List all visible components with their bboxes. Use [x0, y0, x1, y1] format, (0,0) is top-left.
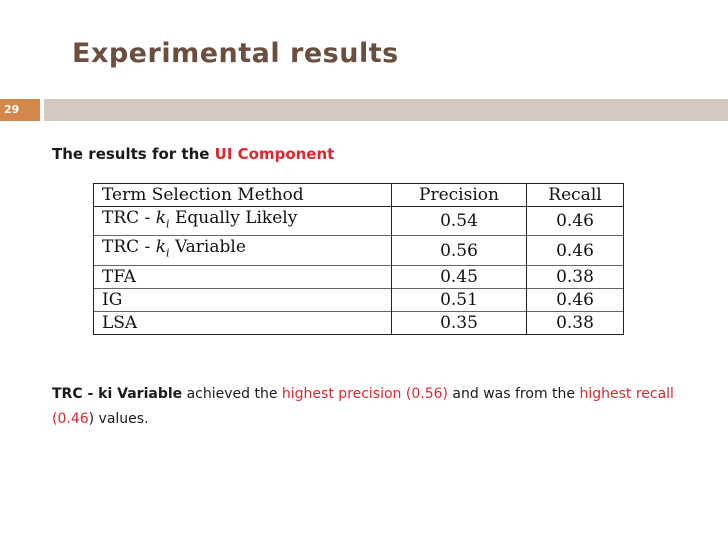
row-precision: 0.45	[391, 264, 527, 289]
row-recall: 0.46	[526, 287, 624, 312]
title-rule	[44, 99, 728, 121]
row-method: TFA	[93, 264, 392, 289]
row-method: IG	[93, 287, 392, 312]
summary-lead: TRC - ki Variable	[52, 386, 183, 402]
results-table: Term Selection Method Precision Recall T…	[93, 183, 624, 335]
table-row: TRC - ki Equally Likely 0.54 0.46	[93, 205, 624, 236]
header-precision: Precision	[391, 183, 527, 207]
row-recall: 0.38	[526, 310, 624, 335]
row-method: TRC - ki Variable	[93, 235, 392, 266]
table-header-row: Term Selection Method Precision Recall	[93, 183, 624, 207]
row-recall: 0.46	[526, 235, 624, 266]
row-precision: 0.51	[391, 287, 527, 312]
row-recall: 0.38	[526, 264, 624, 289]
summary-text: TRC - ki Variable achieved the highest p…	[52, 386, 674, 427]
header-recall: Recall	[526, 183, 624, 207]
row-method: TRC - ki Equally Likely	[93, 205, 392, 236]
header-method: Term Selection Method	[93, 183, 392, 207]
highlight-recall: highest recall (0.46	[52, 386, 674, 427]
row-precision: 0.54	[391, 205, 527, 236]
table-row: TFA 0.45 0.38	[93, 264, 624, 289]
highlight-precision: highest precision (0.56)	[281, 386, 448, 402]
row-precision: 0.35	[391, 310, 527, 335]
row-recall: 0.46	[526, 205, 624, 236]
table-row: TRC - ki Variable 0.56 0.46	[93, 235, 624, 266]
results-subtitle: The results for the UI Component	[52, 145, 334, 163]
row-method: LSA	[93, 310, 392, 335]
table-row: IG 0.51 0.46	[93, 287, 624, 312]
subtitle-highlight: UI Component	[214, 145, 335, 163]
slide-title: Experimental results	[72, 38, 399, 69]
slide-number: 29	[0, 99, 40, 121]
table-row: LSA 0.35 0.38	[93, 310, 624, 335]
subtitle-prefix: The results for the	[52, 145, 215, 163]
row-precision: 0.56	[391, 235, 527, 266]
